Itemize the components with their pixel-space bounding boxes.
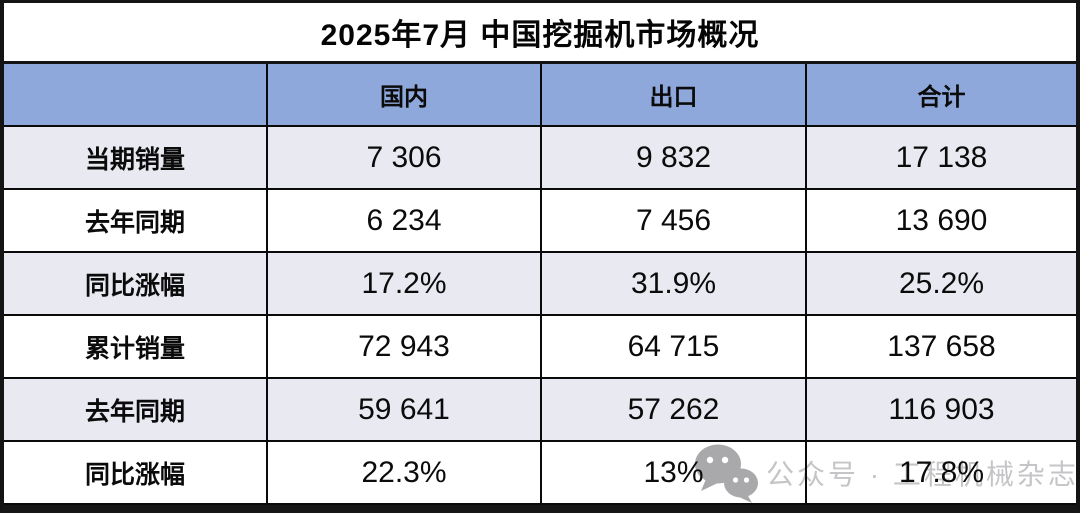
cell-value: 31.9%: [540, 253, 805, 314]
cell-value: 13 690: [805, 190, 1076, 251]
row-label: 累计销量: [84, 334, 185, 363]
table-row-current-sales: 当期销量 7 306 9 832 17 138: [4, 127, 1076, 190]
row-label: 当期销量: [84, 145, 185, 174]
border-notch-artifact: [659, 506, 751, 513]
row-label: 去年同期: [84, 208, 185, 237]
cell-value: 9 832: [540, 127, 805, 188]
cell-value: 72 943: [266, 316, 540, 377]
cell-value: 59 641: [266, 379, 540, 440]
cell-value: 116 903: [805, 379, 1076, 440]
cell-value: 64 715: [540, 316, 805, 377]
table-title: 2025年7月 中国挖掘机市场概况: [4, 3, 1076, 64]
header-cell-domestic: 国内: [266, 64, 540, 125]
row-label: 去年同期: [84, 397, 185, 426]
cell-value: 137 658: [805, 316, 1076, 377]
cell-value: 22.3%: [266, 442, 540, 503]
cell-value: 17.2%: [266, 253, 540, 314]
header-cell-empty: [4, 64, 266, 125]
table-row-yoy-growth: 同比涨幅 17.2% 31.9% 25.2%: [4, 253, 1076, 316]
cell-value: 17.8%: [805, 442, 1076, 503]
table-row-last-year-cumulative: 去年同期 59 641 57 262 116 903: [4, 379, 1076, 442]
cell-value: 7 306: [266, 127, 540, 188]
table-header-row: 国内 出口 合计: [4, 64, 1076, 127]
table-row-cumulative-sales: 累计销量 72 943 64 715 137 658: [4, 316, 1076, 379]
cell-value: 25.2%: [805, 253, 1076, 314]
cell-value: 57 262: [540, 379, 805, 440]
table-row-last-year-same-period: 去年同期 6 234 7 456 13 690: [4, 190, 1076, 253]
cell-value: 7 456: [540, 190, 805, 251]
cell-value: 6 234: [266, 190, 540, 251]
cell-value: 13%: [540, 442, 805, 503]
row-label: 同比涨幅: [84, 460, 185, 489]
header-cell-export: 出口: [540, 64, 805, 125]
row-label: 同比涨幅: [84, 271, 185, 300]
table-row-cumulative-yoy-growth: 同比涨幅 22.3% 13% 17.8%: [4, 442, 1076, 505]
header-cell-total: 合计: [805, 64, 1076, 125]
cell-value: 17 138: [805, 127, 1076, 188]
